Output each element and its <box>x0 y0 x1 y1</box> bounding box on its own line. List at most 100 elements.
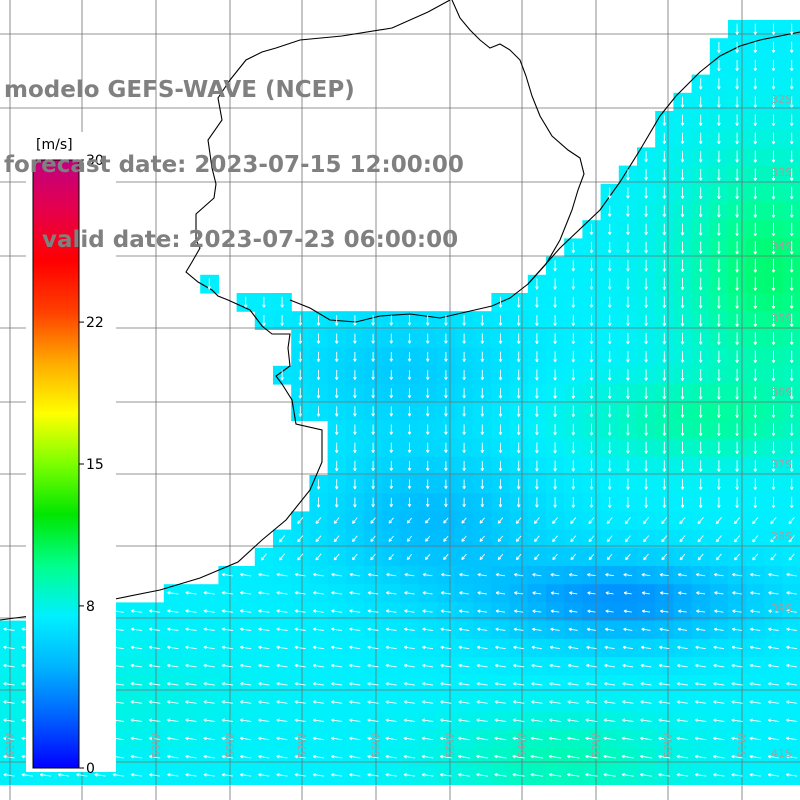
wind-arrow <box>353 442 357 454</box>
wind-arrow <box>476 772 489 777</box>
wind-arrow <box>535 405 539 417</box>
wind-arrow <box>476 736 489 741</box>
wind-arrow <box>713 754 725 759</box>
wind-arrow <box>662 169 667 181</box>
wind-arrow <box>444 315 448 326</box>
wind-arrow <box>316 333 321 344</box>
wind-arrow <box>549 718 561 723</box>
wind-arrow <box>262 315 266 326</box>
wind-arrow <box>571 387 576 399</box>
wind-arrow <box>498 333 503 344</box>
wind-arrow <box>735 496 739 508</box>
wind-arrow <box>221 773 233 777</box>
wind-arrow <box>589 333 594 345</box>
wind-arrow <box>715 517 722 525</box>
wind-arrow <box>334 479 339 490</box>
wind-arrow <box>622 700 634 704</box>
wind-arrow <box>480 333 485 344</box>
wind-arrow <box>240 736 252 741</box>
colorbar: [m/s] 30 22 15 8 0 <box>26 132 116 777</box>
wind-arrow <box>462 442 466 453</box>
wind-arrow <box>677 627 688 632</box>
wind-arrow <box>680 223 685 236</box>
wind-arrow <box>385 609 397 613</box>
wind-arrow <box>735 78 739 90</box>
wind-arrow <box>516 497 521 508</box>
wind-arrow <box>717 496 721 508</box>
wind-arrow <box>476 754 489 759</box>
wind-arrow <box>462 461 466 472</box>
wind-arrow <box>389 315 394 326</box>
wind-arrow <box>240 754 252 759</box>
wind-arrow <box>443 517 449 524</box>
wind-arrow <box>626 442 630 454</box>
wind-arrow <box>294 591 306 595</box>
wind-arrow <box>680 351 685 363</box>
wind-arrow <box>494 754 507 759</box>
wind-arrow <box>735 241 739 255</box>
colorbar-tick-label: 15 <box>86 457 104 473</box>
wind-arrow <box>786 682 798 686</box>
wind-arrow <box>679 517 686 525</box>
wind-arrow <box>371 497 375 508</box>
wind-arrow <box>607 423 612 436</box>
wind-arrow <box>717 386 721 400</box>
wind-arrow <box>771 405 776 418</box>
wind-arrow <box>349 627 361 632</box>
wind-arrow <box>717 168 721 181</box>
wind-arrow <box>771 168 776 181</box>
wind-arrow <box>130 773 142 777</box>
wind-arrow <box>680 150 685 163</box>
longitude-label: 51W <box>736 733 749 758</box>
wind-arrow <box>403 772 416 777</box>
wind-arrow <box>640 645 652 650</box>
wind-arrow <box>731 736 743 741</box>
wind-arrow <box>553 333 557 345</box>
wind-arrow <box>440 718 452 723</box>
wind-arrow <box>425 424 430 435</box>
wind-arrow <box>425 333 430 344</box>
wind-arrow <box>698 96 703 108</box>
wind-arrow <box>549 700 561 704</box>
longitude-label: 61W <box>4 733 17 758</box>
wind-arrow <box>458 772 470 777</box>
wind-arrow <box>370 517 376 524</box>
wind-arrow <box>679 535 686 543</box>
wind-arrow <box>458 718 470 723</box>
wind-arrow <box>334 333 339 344</box>
wind-arrow <box>753 186 758 200</box>
wind-arrow <box>260 553 267 561</box>
wind-arrow <box>753 240 758 255</box>
wind-arrow <box>552 517 558 524</box>
wind-arrow <box>385 772 397 777</box>
wind-arrow <box>603 700 616 704</box>
coastline <box>0 0 451 621</box>
wind-arrow <box>498 460 503 472</box>
wind-arrow <box>367 718 379 723</box>
wind-arrow <box>443 535 449 542</box>
wind-arrow <box>771 150 776 163</box>
wind-arrow <box>203 736 215 741</box>
wind-arrow <box>640 736 652 741</box>
wind-arrow <box>294 718 306 723</box>
wind-arrow <box>786 754 798 759</box>
wind-arrow <box>662 314 667 327</box>
wind-arrow <box>626 333 630 345</box>
wind-arrow <box>407 315 412 326</box>
wind-arrow <box>626 205 630 217</box>
wind-arrow <box>589 405 594 418</box>
wind-arrow <box>695 700 707 704</box>
wind-arrow <box>276 627 288 632</box>
wind-arrow <box>676 754 689 759</box>
colorbar-unit: [m/s] <box>36 137 73 153</box>
wind-arrow <box>279 535 286 543</box>
wind-arrow <box>352 553 358 561</box>
wind-arrow <box>406 517 413 524</box>
wind-arrow <box>732 572 742 577</box>
wind-arrow <box>497 517 504 524</box>
wind-arrow <box>698 205 703 218</box>
wind-arrow <box>589 369 594 381</box>
wind-arrow <box>476 645 488 650</box>
wind-arrow <box>717 350 721 363</box>
wind-arrow <box>440 682 452 686</box>
